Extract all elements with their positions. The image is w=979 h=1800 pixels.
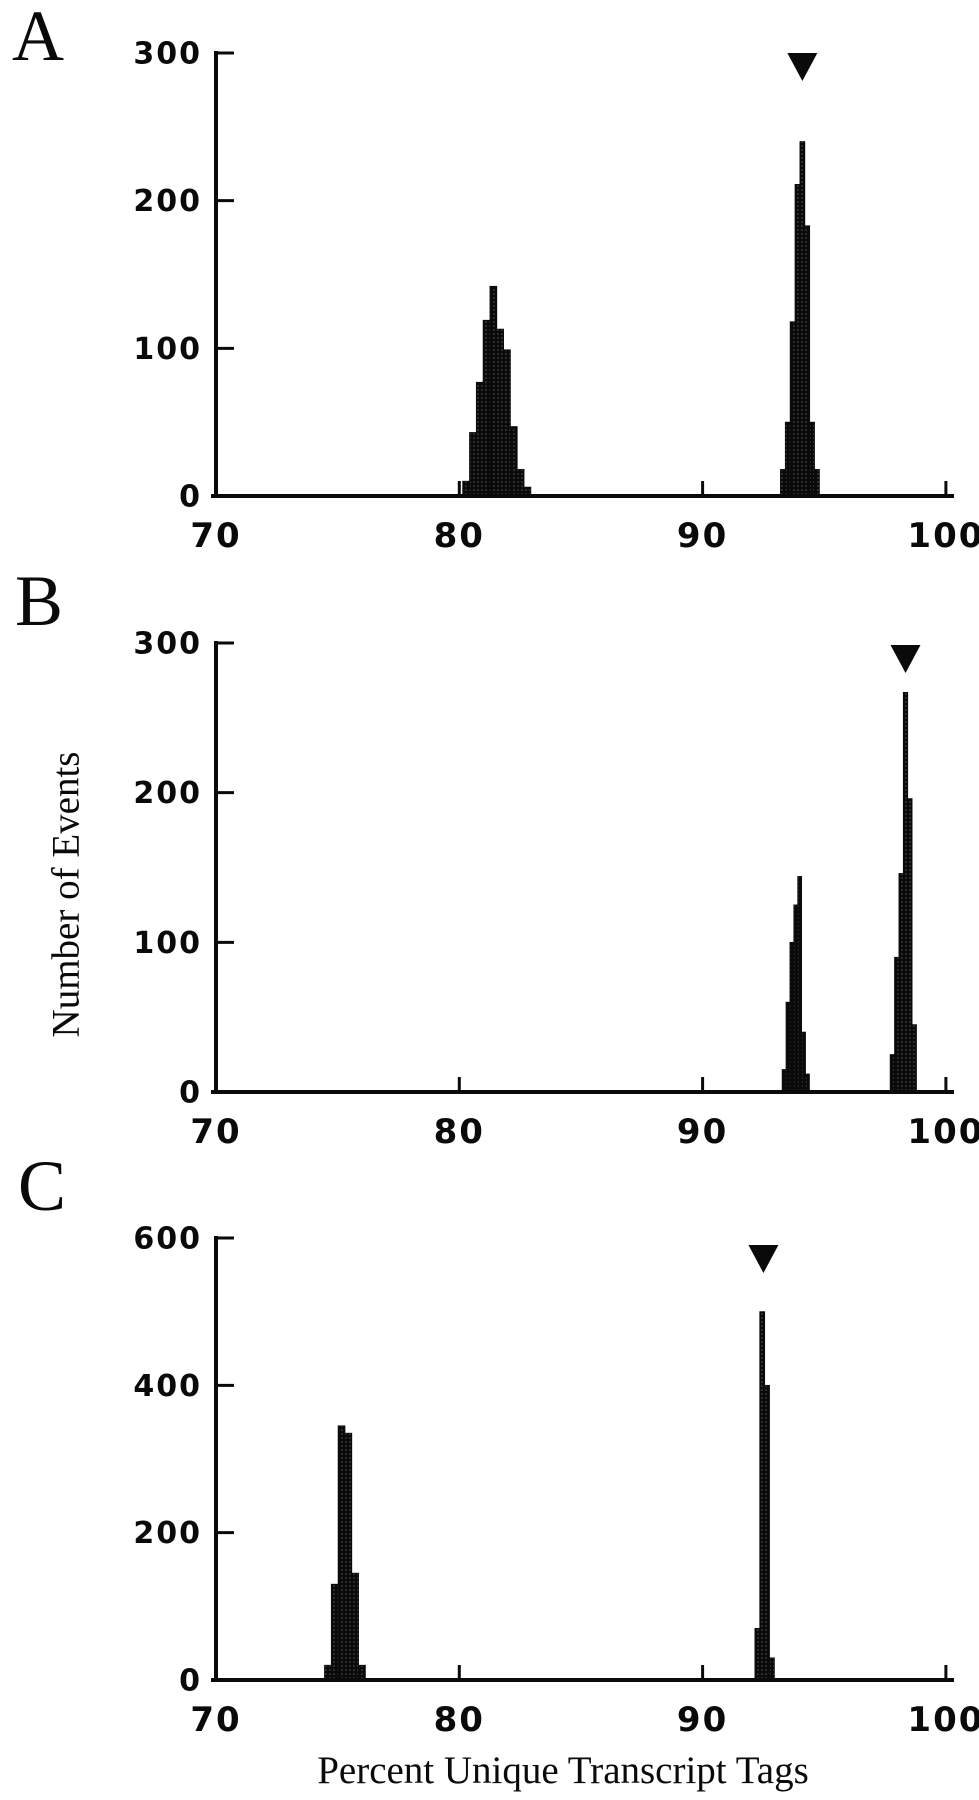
histogram-bar [509, 426, 518, 497]
histogram-bar [330, 1583, 339, 1681]
histogram-bar [516, 469, 525, 497]
histogram-bar [793, 904, 799, 1093]
histogram-bar [764, 1384, 770, 1681]
histogram-bar [784, 421, 791, 497]
histogram-bar [351, 1572, 359, 1681]
x-tick-label: 100 [907, 516, 979, 556]
peak-triangle-marker [787, 53, 818, 81]
x-axis-title: Percent Unique Transcript Tags [317, 1749, 809, 1792]
y-tick-label: 300 [133, 627, 202, 662]
x-tick-label: 90 [677, 516, 728, 556]
y-tick-label: 300 [133, 37, 202, 72]
histogram-bar [898, 873, 904, 1093]
histogram-bar [794, 184, 801, 497]
histogram-bar [503, 349, 511, 497]
histogram-bar [754, 1628, 761, 1681]
y-tick-label: 200 [133, 1516, 202, 1551]
y-tick-label: 200 [133, 184, 202, 219]
histogram-bar [809, 421, 815, 497]
panel-a-letter: A [12, 0, 64, 76]
x-tick-label: 80 [434, 516, 485, 556]
x-tick-label: 70 [190, 516, 241, 556]
histogram-bar [804, 225, 811, 497]
x-tick-label: 80 [434, 1112, 485, 1152]
x-tick-label: 100 [907, 1112, 979, 1152]
histogram-bar [475, 381, 484, 497]
panel-c-letter: C [18, 1146, 67, 1226]
histogram-bar [801, 1031, 806, 1093]
x-tick-label: 70 [190, 1112, 241, 1152]
y-axis-title: Number of Events [44, 751, 88, 1038]
histogram-bar [462, 480, 470, 497]
histogram-bar [799, 141, 806, 497]
histogram-bar [781, 1069, 787, 1093]
x-tick-label: 80 [434, 1700, 485, 1740]
peak-triangle-marker [890, 645, 921, 673]
y-tick-label: 100 [133, 926, 202, 961]
histogram-bar [889, 1054, 895, 1093]
x-tick-label: 90 [677, 1700, 728, 1740]
histogram-bar [344, 1432, 353, 1681]
histogram-bar [911, 1024, 917, 1093]
histogram-bar [814, 469, 820, 497]
y-tick-label: 0 [179, 1076, 202, 1111]
x-tick-label: 70 [190, 1700, 241, 1740]
histogram-bar [785, 1001, 791, 1093]
histogram-bar [780, 469, 786, 497]
y-tick-label: 100 [133, 332, 202, 367]
histogram-bar [337, 1425, 346, 1681]
histogram-bar [789, 321, 796, 497]
y-tick-label: 600 [133, 1222, 202, 1257]
histogram-bar [759, 1311, 766, 1681]
histogram-bar [469, 432, 477, 497]
histogram-bar [907, 798, 913, 1093]
histogram-bar [894, 956, 900, 1093]
x-tick-label: 90 [677, 1112, 728, 1152]
histogram-bar [489, 285, 498, 497]
y-tick-label: 400 [133, 1369, 202, 1404]
histogram-bar [496, 328, 504, 497]
histogram-bar [769, 1657, 775, 1681]
histogram-bar [805, 1073, 810, 1093]
panel-b-letter: B [15, 561, 64, 641]
histogram-bar [797, 876, 803, 1093]
histogram-bar [789, 941, 795, 1093]
peak-triangle-marker [748, 1245, 779, 1273]
histogram-bar [324, 1664, 332, 1681]
histogram-bar [482, 319, 491, 497]
x-tick-label: 100 [907, 1700, 979, 1740]
histogram-bar [902, 691, 909, 1093]
y-tick-label: 0 [179, 480, 202, 515]
y-tick-label: 0 [179, 1664, 202, 1699]
y-tick-label: 200 [133, 776, 202, 811]
histogram-bar [358, 1664, 366, 1681]
